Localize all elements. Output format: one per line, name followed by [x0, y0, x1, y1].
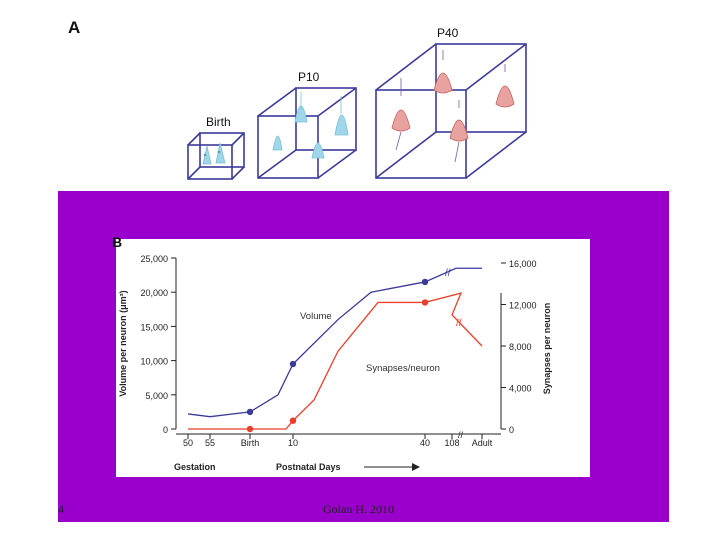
panel-a-label: A	[68, 18, 81, 37]
x-tick-label: Birth	[241, 438, 260, 448]
volume-line	[187, 267, 482, 418]
left-axis-title: Volume per neuron (μm³)	[118, 290, 128, 396]
left-tick-label: 10,000	[140, 357, 168, 367]
birth-cube	[187, 132, 245, 180]
synapses-marker	[289, 417, 297, 424]
panel-a-illustration	[187, 43, 527, 180]
x-axis-title: Postnatal Days	[276, 462, 341, 472]
x-tick-label: 55	[205, 438, 215, 448]
volume-marker	[246, 408, 254, 416]
left-tick-label: 20,000	[140, 288, 168, 298]
right-tick-label: 8,000	[509, 342, 532, 352]
x-tick-label: Adult	[472, 438, 493, 448]
x-break-mark: //	[458, 430, 464, 440]
p10-cube	[257, 87, 357, 179]
left-tick-label: 5,000	[145, 391, 168, 401]
gestation-label: Gestation	[174, 462, 216, 472]
volume-marker	[289, 360, 297, 368]
x-tick-label: 10	[288, 438, 298, 448]
left-tick-label: 25,000	[140, 254, 168, 264]
right-axis-title: Synapses per neuron	[542, 303, 552, 395]
panel-b-label: B	[112, 234, 123, 250]
birth-neurons	[202, 142, 226, 165]
volume-annotation: Volume	[300, 311, 332, 322]
synapses-marker	[421, 299, 429, 306]
left-tick-label: 15,000	[140, 322, 168, 332]
x-tick-label: 108	[444, 438, 459, 448]
chart: 25,000 20,000 15,000 10,000 5,000 0 16,000 12,0…	[118, 254, 552, 472]
volume-marker	[421, 278, 429, 286]
p40-box-label: P40	[437, 26, 459, 40]
right-tick-label: 0	[509, 425, 514, 435]
right-tick-label: 12,000	[509, 301, 537, 311]
synapses-line	[188, 292, 483, 430]
x-tick-label: 50	[183, 438, 193, 448]
left-tick-label: 0	[163, 425, 168, 435]
slide-number: 4	[58, 502, 64, 516]
x-tick-label: 40	[420, 438, 430, 448]
birth-box-label: Birth	[206, 115, 231, 129]
volume-break-mark: //	[445, 268, 451, 279]
synapses-annotation: Synapses/neuron	[366, 363, 440, 374]
chart-card: 25,000 20,000 15,000 10,000 5,000 0 16,000 12,0…	[116, 239, 590, 477]
p40-neurons	[391, 50, 515, 163]
right-tick-label: 4,000	[509, 384, 532, 394]
synapses-break-mark: //	[456, 318, 462, 329]
citation: Golan H. 2010	[323, 502, 394, 516]
right-tick-label: 16,000	[509, 259, 537, 269]
p10-neurons	[272, 92, 349, 159]
x-axis-arrowhead	[412, 463, 420, 471]
synapses-marker	[246, 425, 254, 433]
p10-box-label: P10	[298, 70, 320, 84]
